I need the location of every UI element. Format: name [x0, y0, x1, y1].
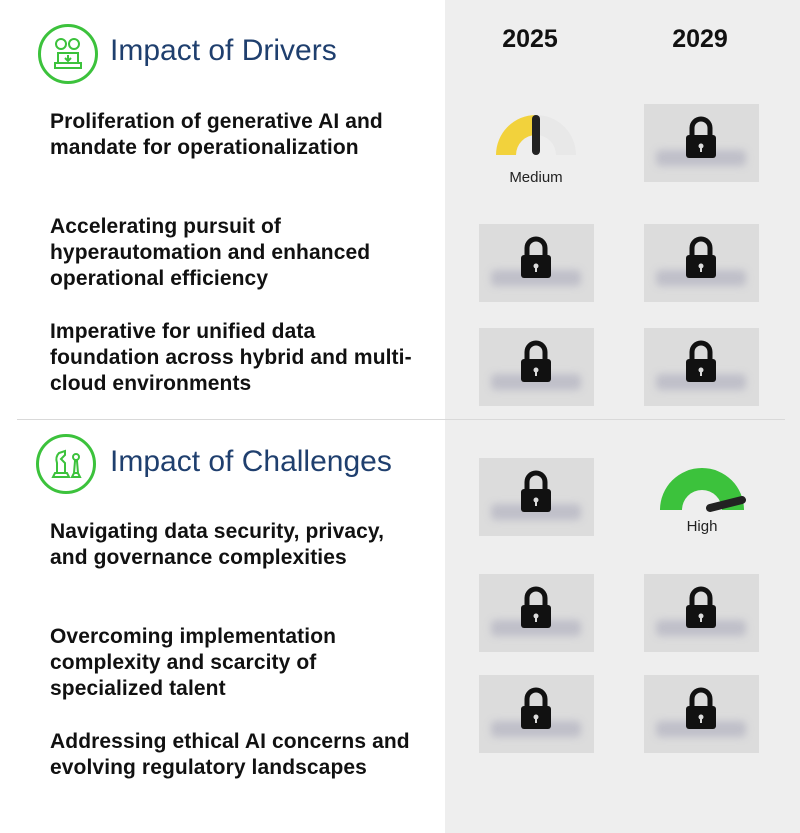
lock-icon — [686, 586, 716, 628]
lock-icon — [521, 470, 551, 512]
lock-icon — [686, 687, 716, 729]
challenges-title: Impact of Challenges — [110, 445, 392, 478]
lock-icon — [521, 340, 551, 382]
locked-cell[interactable] — [644, 328, 759, 406]
lock-icon — [686, 340, 716, 382]
lock-icon — [521, 687, 551, 729]
gauge-high: High — [652, 466, 752, 546]
gauge-high-label: High — [686, 518, 718, 535]
lock-icon — [686, 116, 716, 158]
locked-cell[interactable] — [479, 458, 594, 536]
driver-item-3: Imperative for unified data foundation a… — [50, 320, 412, 395]
column-header-2025: 2025 — [502, 25, 558, 53]
lock-icon — [521, 236, 551, 278]
driver-item-1: Proliferation of generative AI and manda… — [50, 110, 383, 159]
challenge-item-1: Navigating data security, privacy, and g… — [50, 520, 385, 569]
gears-icon — [38, 24, 98, 84]
locked-cell[interactable] — [479, 224, 594, 302]
locked-cell[interactable] — [479, 574, 594, 652]
chess-icon — [36, 434, 96, 494]
locked-cell[interactable] — [479, 328, 594, 406]
locked-cell[interactable] — [644, 224, 759, 302]
drivers-title: Impact of Drivers — [110, 34, 337, 67]
driver-item-2: Accelerating pursuit of hyperautomation … — [50, 215, 371, 290]
locked-cell[interactable] — [644, 675, 759, 753]
locked-cell[interactable] — [644, 574, 759, 652]
lock-icon — [521, 586, 551, 628]
column-header-2029: 2029 — [672, 25, 728, 53]
challenge-item-2: Overcoming implementation complexity and… — [50, 625, 337, 700]
locked-cell[interactable] — [644, 104, 759, 182]
section-divider — [17, 419, 785, 420]
gauge-medium-label: Medium — [509, 169, 563, 186]
locked-cell[interactable] — [479, 675, 594, 753]
gauge-medium: Medium — [486, 113, 586, 193]
challenge-item-3: Addressing ethical AI concerns and evolv… — [50, 730, 410, 779]
lock-icon — [686, 236, 716, 278]
